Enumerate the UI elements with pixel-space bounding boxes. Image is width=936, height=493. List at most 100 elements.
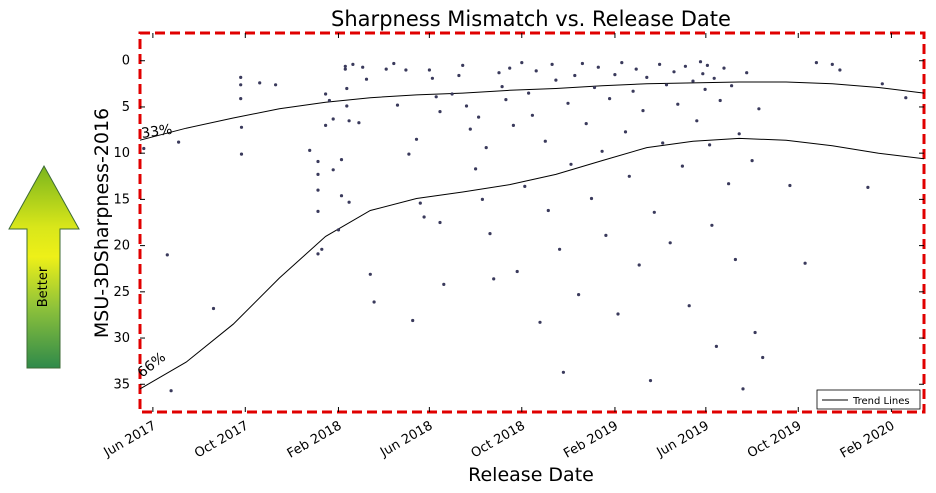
data-point (411, 318, 415, 323)
data-point (880, 82, 884, 86)
data-point (308, 148, 312, 152)
data-point (616, 312, 620, 316)
data-point (698, 60, 703, 64)
data-point (623, 130, 628, 134)
data-point (239, 152, 244, 156)
trend-line-33pct (139, 81, 925, 141)
data-point (722, 66, 726, 70)
y-tick-label: 20 (113, 239, 130, 254)
x-axis-label: Release Date (468, 464, 594, 486)
data-point (676, 102, 680, 106)
legend-entry-trend-lines: Trend Lines (852, 396, 910, 407)
data-point (434, 95, 438, 99)
data-point (457, 73, 461, 78)
data-point (474, 167, 478, 171)
data-point (357, 121, 361, 125)
data-point (351, 62, 355, 66)
y-tick-label: 15 (113, 192, 130, 207)
data-point (368, 272, 372, 276)
data-point (757, 107, 761, 111)
data-point (637, 263, 641, 267)
data-point (347, 119, 351, 123)
data-point (634, 67, 638, 71)
data-point (668, 241, 672, 245)
data-point (620, 61, 624, 65)
data-point (727, 182, 731, 186)
data-point (364, 77, 369, 81)
data-point (361, 65, 365, 69)
data-point (345, 104, 349, 108)
data-point (631, 89, 635, 93)
data-point (814, 61, 819, 65)
data-point (566, 101, 570, 105)
data-point (142, 146, 146, 151)
data-point (384, 67, 388, 71)
y-tick-label: 25 (113, 285, 130, 300)
data-point (392, 61, 396, 66)
data-point (239, 125, 244, 129)
data-point (661, 141, 665, 145)
data-point (239, 75, 243, 79)
data-point (339, 194, 344, 198)
data-point (239, 83, 243, 87)
data-point (327, 98, 331, 103)
data-point (550, 62, 554, 66)
data-point (404, 68, 408, 72)
data-point (703, 87, 707, 91)
data-point (714, 344, 719, 348)
data-point (177, 140, 181, 144)
data-point (730, 84, 734, 88)
data-point (680, 164, 685, 168)
data-point (691, 79, 695, 83)
tick-layer (140, 33, 924, 412)
data-point (407, 152, 411, 156)
data-point (239, 97, 243, 101)
data-point (438, 110, 442, 114)
data-point (596, 65, 600, 69)
data-point (613, 73, 617, 77)
data-point (316, 159, 320, 164)
data-point (577, 293, 581, 297)
data-point (442, 282, 446, 286)
data-point (484, 146, 488, 150)
data-point (745, 71, 749, 75)
legend: Trend Lines (816, 389, 921, 410)
data-point (627, 174, 631, 178)
data-point (316, 209, 320, 213)
data-point (604, 233, 608, 237)
data-point (543, 139, 547, 143)
data-point (803, 261, 807, 265)
data-point (538, 320, 542, 324)
data-point (658, 62, 662, 66)
data-point (608, 97, 612, 101)
data-point (554, 78, 558, 82)
trend-line-66pct (139, 137, 925, 390)
x-tick-label: Jun 2017 (101, 418, 159, 460)
data-point (648, 379, 653, 383)
data-point (372, 300, 376, 304)
data-point (687, 304, 691, 308)
data-point (169, 389, 173, 393)
data-point (477, 115, 481, 119)
data-point (511, 123, 515, 127)
better-arrow: Better (8, 164, 80, 369)
data-point (316, 188, 320, 192)
data-point (523, 184, 527, 188)
data-point (695, 119, 699, 123)
y-tick-labels: 0 5 10 15 20 25 30 35 (113, 54, 130, 393)
data-point (480, 197, 484, 201)
data-point (645, 75, 649, 79)
data-point (418, 201, 422, 205)
data-point (345, 86, 349, 91)
y-tick-label: 10 (113, 146, 130, 161)
data-point (737, 132, 741, 136)
data-point (904, 96, 908, 100)
data-point (530, 113, 535, 117)
better-arrow-icon (8, 164, 80, 369)
data-point (316, 252, 320, 256)
data-point (422, 215, 426, 219)
data-point (468, 127, 472, 131)
data-point (395, 103, 400, 107)
y-axis-label: MSU-3DSharpness-2016 (91, 108, 113, 338)
